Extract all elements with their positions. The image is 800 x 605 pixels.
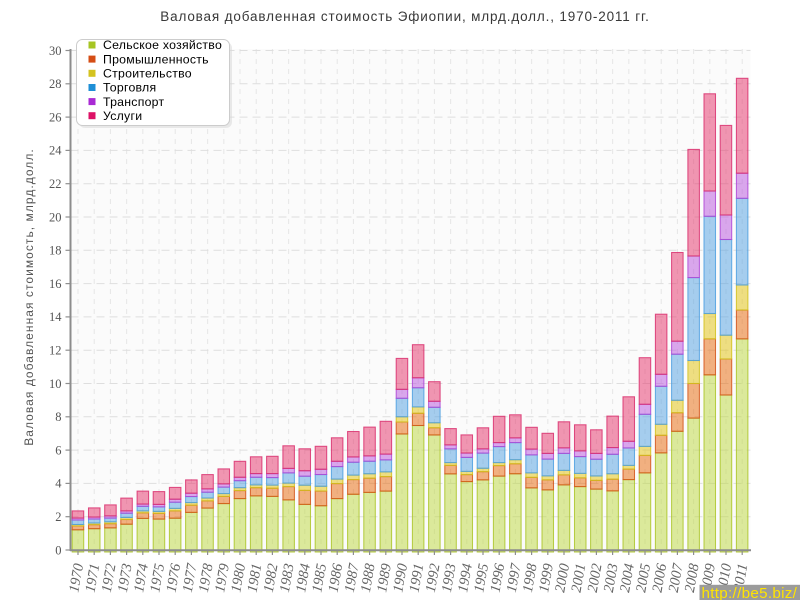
- svg-text:http://be5.biz/: http://be5.biz/: [702, 585, 798, 600]
- svg-text:Промышленность: Промышленность: [103, 52, 209, 66]
- svg-text:4: 4: [55, 477, 62, 491]
- svg-text:12: 12: [49, 344, 62, 358]
- svg-text:24: 24: [49, 144, 62, 158]
- svg-text:Услуги: Услуги: [103, 109, 142, 123]
- svg-text:Торговля: Торговля: [103, 81, 156, 95]
- svg-text:14: 14: [49, 310, 62, 324]
- svg-text:Валовая добавленная стоимость: Валовая добавленная стоимость Эфиопии, м…: [160, 9, 650, 24]
- svg-text:6: 6: [55, 443, 61, 457]
- svg-text:26: 26: [49, 110, 62, 124]
- svg-text:Сельское хозяйство: Сельское хозяйство: [103, 38, 222, 52]
- svg-text:2: 2: [55, 510, 61, 524]
- svg-text:Валовая добавленная стоимость,: Валовая добавленная стоимость, млрд.долл…: [22, 148, 36, 446]
- svg-text:0: 0: [55, 543, 61, 557]
- svg-text:20: 20: [49, 210, 62, 224]
- svg-text:28: 28: [49, 77, 62, 91]
- svg-text:30: 30: [49, 44, 62, 58]
- svg-text:10: 10: [49, 377, 62, 391]
- svg-text:Строительство: Строительство: [103, 67, 192, 81]
- svg-text:16: 16: [49, 277, 62, 291]
- svg-text:Транспорт: Транспорт: [103, 95, 165, 109]
- svg-text:8: 8: [55, 410, 61, 424]
- svg-text:18: 18: [49, 244, 62, 258]
- svg-text:22: 22: [49, 177, 62, 191]
